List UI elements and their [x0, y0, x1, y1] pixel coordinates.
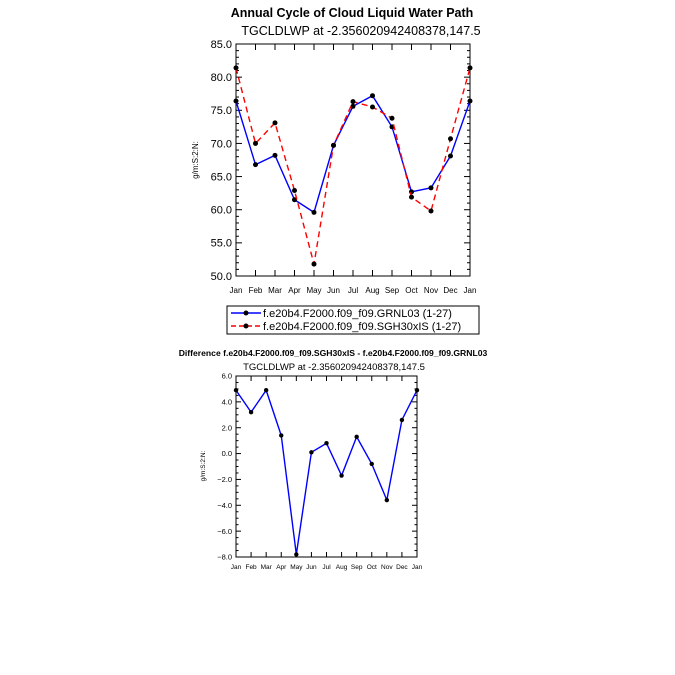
data-point [233, 98, 239, 104]
legend-marker-grnl03 [243, 310, 249, 316]
data-point [292, 197, 297, 203]
y-tick-label: 50.0 [211, 271, 232, 283]
data-point [350, 99, 356, 105]
legend-label-grnl03: f.e20b4.F2000.f09_f09.GRNL03 (1-27) [263, 308, 452, 320]
x-tick-label: Feb [245, 564, 257, 571]
legend-label-sgh30xis: f.e20b4.F2000.f09_f09.SGH30xIS (1-27) [263, 321, 461, 333]
x-tick-label: May [290, 564, 303, 571]
data-point [467, 65, 473, 71]
data-point [253, 140, 258, 146]
y-tick-label: −4.0 [217, 501, 232, 510]
data-point [253, 162, 258, 168]
x-tick-label: Jul [348, 286, 358, 295]
legend: f.e20b4.F2000.f09_f09.GRNL03 (1-27) f.e2… [226, 305, 480, 335]
data-point [354, 434, 359, 439]
x-tick-label: Feb [249, 286, 263, 295]
legend-marker-sgh30xis [243, 323, 249, 329]
data-point [428, 185, 434, 191]
x-tick-label: Jun [327, 286, 340, 295]
chart-subtitle: TGCLDLWP at -2.356020942408378,147.5 [241, 24, 480, 38]
data-point [292, 187, 297, 193]
y-tick-label: 0.0 [222, 449, 232, 458]
data-point [467, 98, 473, 104]
plot-frame [235, 375, 418, 558]
data-point [279, 433, 284, 438]
y-tick-label: 55.0 [211, 238, 232, 250]
x-tick-label: Apr [288, 286, 301, 295]
chart-title: Difference f.e20b4.F2000.f09_f09.SGH30xI… [179, 348, 488, 358]
x-tick-label: Mar [261, 564, 273, 571]
x-tick-label: Aug [336, 564, 348, 571]
data-point [263, 388, 269, 393]
x-tick-label: Jan [231, 564, 242, 571]
x-tick-label: May [306, 286, 321, 295]
y-tick-label: 85.0 [211, 39, 232, 51]
data-point [448, 153, 453, 159]
x-tick-label: Nov [424, 286, 438, 295]
data-point [409, 189, 414, 195]
series-line-1 [235, 67, 471, 265]
x-tick-label: Nov [381, 564, 393, 571]
chart-title: Annual Cycle of Cloud Liquid Water Path [231, 6, 474, 20]
data-point [428, 208, 434, 214]
x-tick-label: Jul [322, 564, 331, 571]
series-line-0 [235, 388, 418, 555]
data-point [448, 136, 453, 142]
y-tick-label: 4.0 [222, 397, 232, 406]
data-point [370, 93, 375, 99]
data-point [370, 104, 375, 110]
y-axis-label: g/m:S:2:N: [200, 450, 207, 481]
x-tick-label: Oct [367, 564, 377, 571]
x-tick-label: Jan [230, 286, 243, 295]
y-axis-label: g/m:S:2:N: [191, 141, 200, 179]
x-tick-label: Sep [385, 286, 400, 295]
x-tick-label: Mar [268, 286, 282, 295]
x-tick-label: Dec [443, 286, 457, 295]
x-tick-label: Jan [412, 564, 423, 571]
data-point [399, 417, 405, 423]
x-tick-label: Dec [396, 564, 408, 571]
data-point [339, 473, 344, 478]
data-point [414, 388, 420, 393]
x-tick-label: Aug [365, 286, 379, 295]
y-tick-label: −2.0 [217, 475, 232, 484]
data-point [324, 441, 329, 446]
plot-frame [235, 43, 471, 277]
data-point [248, 410, 254, 415]
data-point [384, 497, 390, 503]
legend-box [226, 305, 480, 335]
y-tick-label: −8.0 [217, 553, 232, 562]
y-tick-label: −6.0 [217, 527, 232, 536]
x-tick-label: Oct [405, 286, 418, 295]
data-point [233, 65, 239, 71]
data-point [272, 120, 278, 126]
chart-annual-cycle: Annual Cycle of Cloud Liquid Water Path … [191, 6, 481, 335]
data-point [311, 209, 317, 215]
y-tick-label: 75.0 [211, 105, 232, 117]
chart-difference: Difference f.e20b4.F2000.f09_f09.SGH30xI… [179, 348, 488, 571]
data-point [409, 194, 414, 200]
x-tick-label: Jan [464, 286, 477, 295]
x-tick-label: Jun [306, 564, 317, 571]
data-point [309, 450, 314, 455]
y-tick-label: 70.0 [211, 138, 232, 150]
x-tick-label: Apr [276, 564, 287, 571]
chart-subtitle: TGCLDLWP at -2.356020942408378,147.5 [243, 362, 425, 373]
data-point [311, 261, 317, 267]
data-point [233, 388, 239, 393]
y-tick-label: 2.0 [222, 423, 232, 432]
data-point [331, 142, 336, 148]
y-tick-label: 80.0 [211, 72, 232, 84]
y-tick-label: 60.0 [211, 205, 232, 217]
y-tick-label: 6.0 [222, 372, 232, 381]
data-point [272, 152, 278, 158]
data-point [389, 115, 395, 121]
data-point [369, 461, 374, 467]
data-point [294, 552, 299, 557]
data-point [350, 103, 356, 109]
y-tick-label: 65.0 [211, 171, 232, 183]
x-tick-label: Sep [351, 564, 363, 571]
